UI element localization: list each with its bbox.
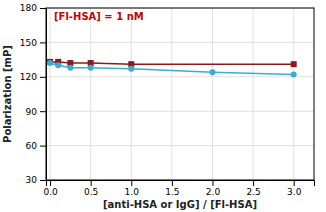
- tick-label: 60: [26, 141, 38, 151]
- tick-label: 3.0: [287, 187, 302, 197]
- x-tick: 3.0: [287, 180, 302, 197]
- grid-line-x: [293, 8, 294, 180]
- tick-mark: [40, 180, 46, 181]
- y-tick: 120: [20, 72, 46, 82]
- x-tick: 1.5: [165, 180, 179, 197]
- tick-label: 150: [20, 38, 37, 48]
- marks: [47, 59, 297, 78]
- tick-mark: [40, 8, 46, 9]
- tick-label: 0.0: [43, 187, 58, 197]
- series-line: [50, 63, 294, 74]
- y-tick: 180: [20, 3, 46, 13]
- y-axis-title: Polarization [mP]: [2, 45, 13, 143]
- point: [128, 66, 134, 72]
- tick-label: 0.5: [84, 187, 98, 197]
- tick-mark: [40, 111, 46, 112]
- tick-mark: [50, 180, 51, 186]
- grid-line-y: [46, 76, 314, 77]
- grid-line-x: [171, 8, 172, 180]
- tick-mark: [253, 180, 254, 186]
- tick-label: 1.5: [165, 187, 179, 197]
- grid-line-y: [46, 111, 314, 112]
- x-tick: 2.0: [206, 180, 221, 197]
- tick-label: 120: [20, 72, 37, 82]
- y-tick: 150: [20, 38, 46, 48]
- tick-label: 2.5: [246, 187, 260, 197]
- point: [88, 65, 94, 71]
- point: [67, 65, 73, 71]
- tick-label: 180: [20, 3, 37, 13]
- x-tick: 2.5: [246, 180, 260, 197]
- point: [209, 69, 215, 75]
- x-tick: 0.0: [43, 180, 58, 197]
- tick-label: 1.0: [125, 187, 140, 197]
- x-axis-title: [anti-HSA or IgG] / [Fl-HSA]: [103, 199, 257, 210]
- point: [47, 60, 53, 66]
- grid-line-x: [253, 8, 254, 180]
- axis-line: [40, 9, 47, 181]
- tick-mark: [212, 180, 213, 186]
- grid-line-y: [46, 42, 314, 43]
- annotation: [Fl-HSA] = 1 nM: [54, 11, 144, 22]
- grid-line-x: [131, 8, 132, 180]
- plot-area: 0.0 0.5 1.0 1.5 2.0 2.5 3.0 30 60 90 120 150 180 [Fl-…: [20, 3, 315, 197]
- x-tick: 1.0: [125, 180, 140, 197]
- plot-frame: [46, 8, 314, 180]
- y-axis: 30 60 90 120 150 180: [20, 3, 47, 185]
- x-axis: 0.0 0.5 1.0 1.5 2.0 2.5 3.0: [43, 180, 314, 197]
- y-tick: 30: [26, 175, 46, 185]
- tick-mark: [40, 77, 46, 78]
- tick-label: 30: [26, 175, 38, 185]
- grid-line-y: [46, 145, 314, 146]
- point: [291, 72, 297, 78]
- grid-line-x: [50, 8, 51, 180]
- y-tick: 60: [26, 141, 46, 151]
- tick-label: 2.0: [206, 187, 221, 197]
- grid-line-x: [212, 8, 213, 180]
- chart: 0.0 0.5 1.0 1.5 2.0 2.5 3.0 30 60 90 120 150 180 [Fl-…: [0, 0, 326, 212]
- tick-label: 90: [26, 107, 38, 117]
- tick-mark: [294, 180, 295, 186]
- grid: [46, 8, 314, 180]
- point: [55, 62, 61, 68]
- tick-mark: [91, 180, 92, 186]
- point: [291, 61, 297, 67]
- tick-mark: [40, 42, 46, 43]
- tick-mark: [172, 180, 173, 186]
- tick-mark: [131, 180, 132, 186]
- series-line: [50, 62, 294, 64]
- tick-mark: [40, 146, 46, 147]
- y-tick: 90: [26, 107, 46, 117]
- x-tick: 0.5: [84, 180, 98, 197]
- grid-line-x: [90, 8, 91, 180]
- axis-line: [47, 181, 315, 187]
